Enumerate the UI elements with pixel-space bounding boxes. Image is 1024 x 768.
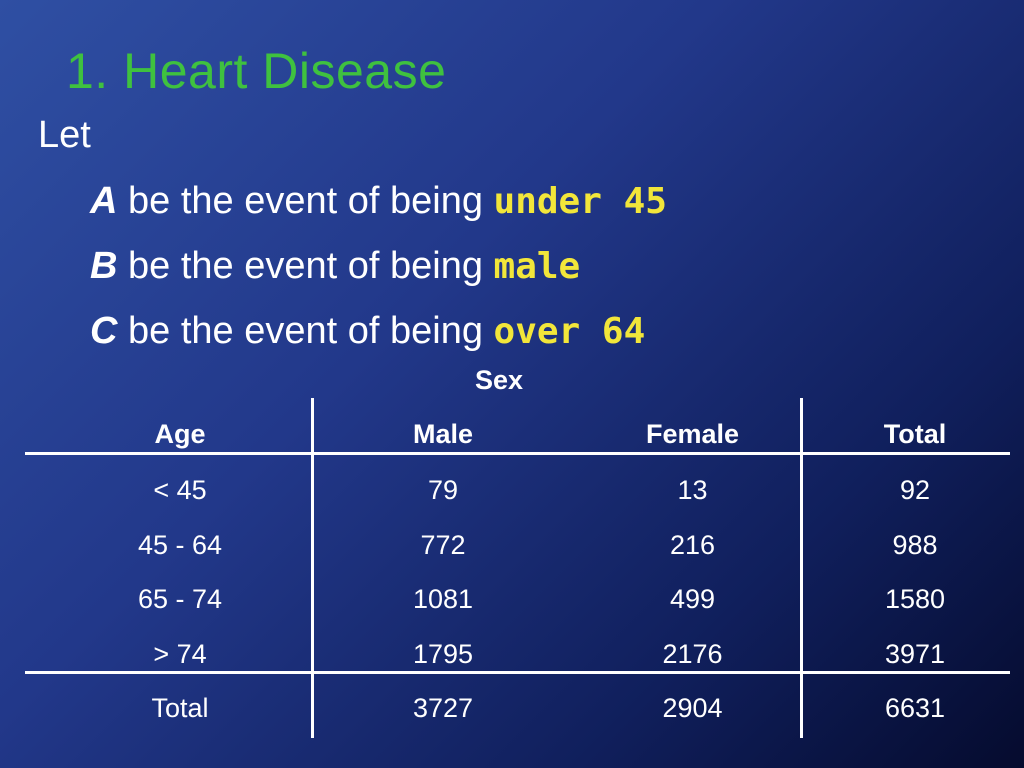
- event-variable: A: [90, 180, 118, 222]
- table-cell: 45 - 64: [137, 530, 223, 560]
- table-cell: 1081: [412, 584, 474, 614]
- event-variable: C: [90, 310, 118, 352]
- column-header: Male: [412, 419, 474, 449]
- definition-b: B be the event of being male: [90, 245, 580, 288]
- table-cell: > 74: [153, 639, 207, 669]
- definition-text: be the event of being: [117, 180, 494, 222]
- table-cell: 216: [669, 530, 716, 560]
- table-cell: 3971: [884, 639, 946, 669]
- intro-text: Let: [38, 114, 91, 156]
- table-cell: 772: [420, 530, 466, 560]
- column-header: Female: [645, 419, 740, 449]
- event-variable: B: [90, 245, 118, 287]
- table-cell: Total: [151, 693, 209, 723]
- table-cell: 3727: [412, 693, 474, 723]
- table-group-header: Sex: [474, 365, 524, 395]
- column-divider: [800, 398, 803, 738]
- table-cell: < 45: [153, 475, 207, 505]
- column-header: Total: [883, 419, 947, 449]
- table-cell: 1795: [412, 639, 474, 669]
- column-divider: [311, 398, 314, 738]
- definition-highlight: under 45: [493, 181, 667, 222]
- table-cell: 1580: [884, 584, 946, 614]
- definition-highlight: male: [493, 246, 581, 287]
- definition-text: be the event of being: [117, 245, 494, 287]
- table-cell: 988: [892, 530, 938, 560]
- table-cell: 92: [899, 475, 931, 505]
- table-cell: 65 - 74: [137, 584, 223, 614]
- definition-a: A be the event of being under 45: [90, 180, 667, 223]
- header-divider: [25, 452, 1010, 455]
- table-cell: 13: [677, 475, 708, 505]
- definition-text: be the event of being: [117, 310, 494, 352]
- definition-c: C be the event of being over 64: [90, 310, 645, 353]
- total-divider: [25, 671, 1010, 674]
- table-cell: 79: [427, 475, 459, 505]
- table-cell: 6631: [884, 693, 946, 723]
- column-header: Age: [154, 419, 206, 449]
- table-cell: 2904: [662, 693, 723, 723]
- table-cell: 2176: [662, 639, 723, 669]
- definition-highlight: over 64: [493, 311, 646, 352]
- table-cell: 499: [669, 584, 716, 614]
- slide-title: 1. Heart Disease: [66, 43, 447, 99]
